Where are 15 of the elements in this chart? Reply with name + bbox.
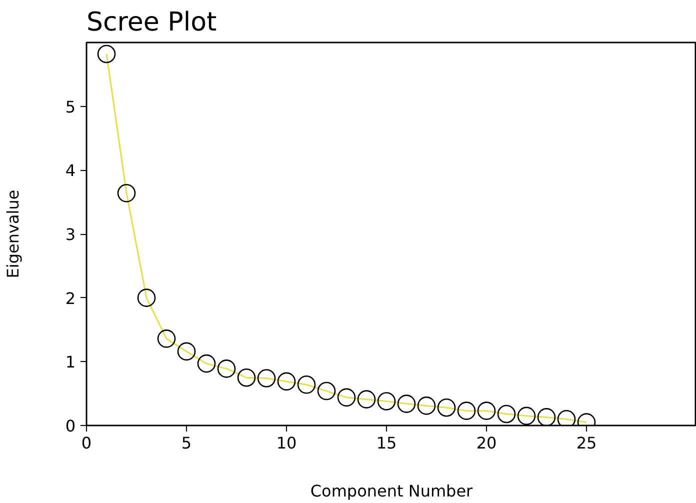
x-tick-label: 10	[276, 434, 297, 452]
y-tick-label: 1	[65, 352, 76, 372]
y-tick-label: 0	[65, 416, 76, 436]
x-tick-label: 5	[181, 434, 192, 452]
y-tick-label: 4	[65, 161, 76, 180]
x-tick-label: 0	[81, 434, 92, 452]
y-tick-label: 5	[65, 97, 76, 116]
y-tick-label: 3	[65, 225, 76, 244]
x-tick-label: 25	[576, 434, 597, 452]
y-axis-title: Eigenvalue	[3, 190, 22, 278]
x-axis-title: Component Number	[310, 482, 474, 500]
x-tick-label: 15	[376, 434, 397, 452]
y-tick-label: 2	[65, 288, 76, 308]
chart-title: Scree Plot	[86, 8, 217, 38]
x-tick-label: 20	[476, 434, 497, 452]
